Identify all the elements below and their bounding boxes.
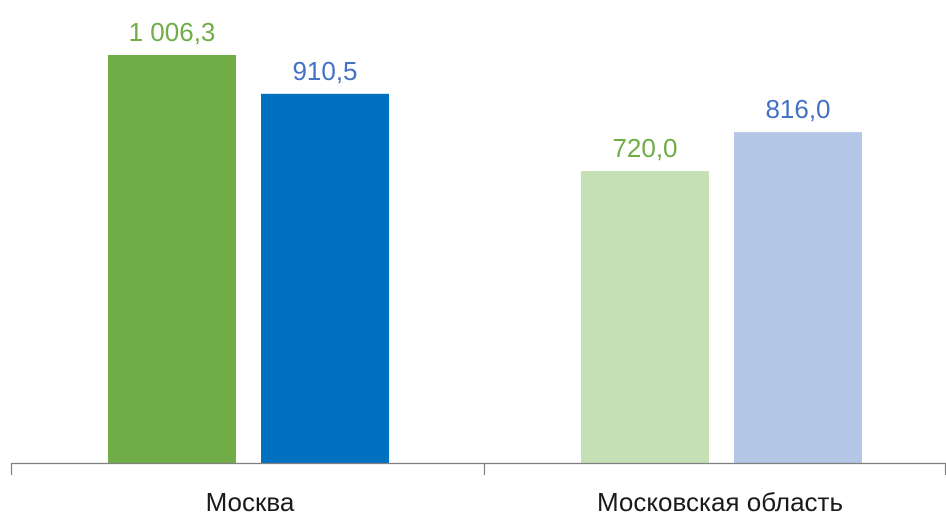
bar-value-label-1: 1 006,3 (129, 17, 216, 47)
bar-4 (734, 132, 862, 463)
bar-1 (108, 55, 236, 463)
bar-value-label-4: 816,0 (765, 94, 830, 124)
bar-value-label-2: 910,5 (292, 56, 357, 86)
bar-3 (581, 171, 709, 463)
x-axis (10, 462, 946, 475)
value-labels-group: 1 006,3 910,5 720,0 816,0 (129, 17, 831, 163)
category-label-moscow: Москва (206, 487, 295, 517)
category-label-moscow-region: Московская область (597, 487, 843, 517)
bar-value-label-3: 720,0 (612, 133, 677, 163)
bars-group (108, 55, 862, 463)
bar-2 (261, 93, 389, 463)
category-labels-group: Москва Московская область (206, 487, 843, 517)
